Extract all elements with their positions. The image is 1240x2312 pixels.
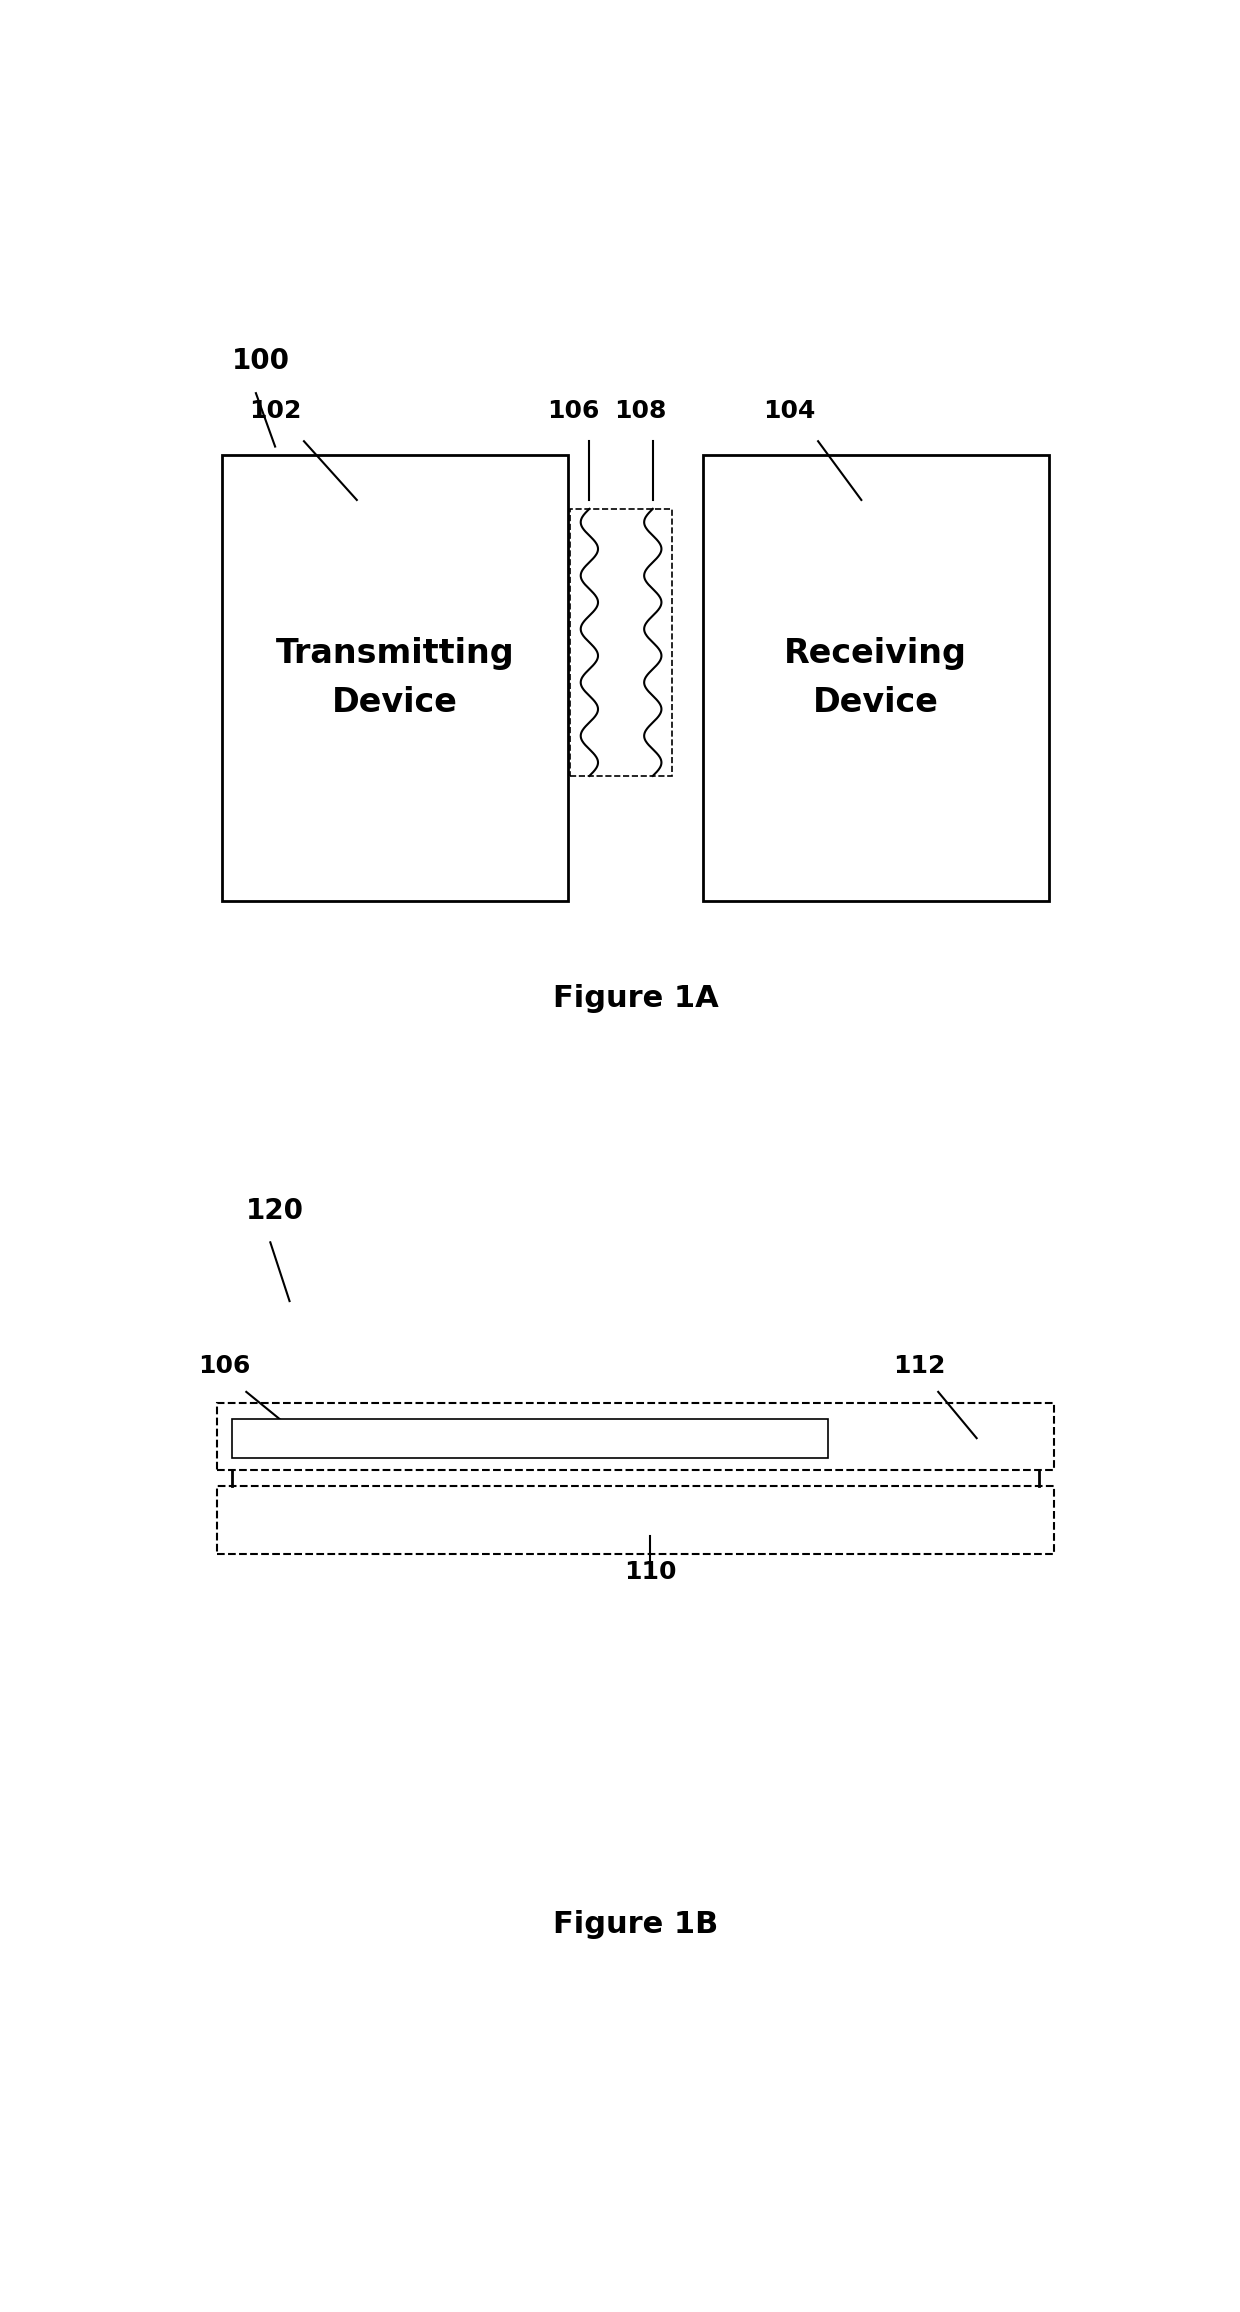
Text: Transmitting
Device: Transmitting Device (277, 638, 515, 719)
Text: Figure 1B: Figure 1B (553, 1910, 718, 1940)
Text: 100: 100 (232, 347, 290, 375)
Text: Receiving
Device: Receiving Device (785, 638, 967, 719)
Text: 120: 120 (247, 1198, 304, 1225)
Text: 110: 110 (624, 1561, 676, 1584)
Text: 102: 102 (249, 400, 301, 423)
Bar (217, 1487, 1054, 1554)
Text: Figure 1A: Figure 1A (553, 985, 718, 1013)
Bar (232, 1420, 828, 1459)
Bar (217, 1403, 1054, 1470)
Text: 112: 112 (893, 1353, 945, 1378)
Text: 106: 106 (198, 1353, 250, 1378)
Bar (570, 509, 672, 777)
Bar (703, 455, 1049, 902)
Text: 106: 106 (547, 400, 599, 423)
Bar (222, 455, 568, 902)
Text: 104: 104 (763, 400, 816, 423)
Text: 108: 108 (614, 400, 666, 423)
